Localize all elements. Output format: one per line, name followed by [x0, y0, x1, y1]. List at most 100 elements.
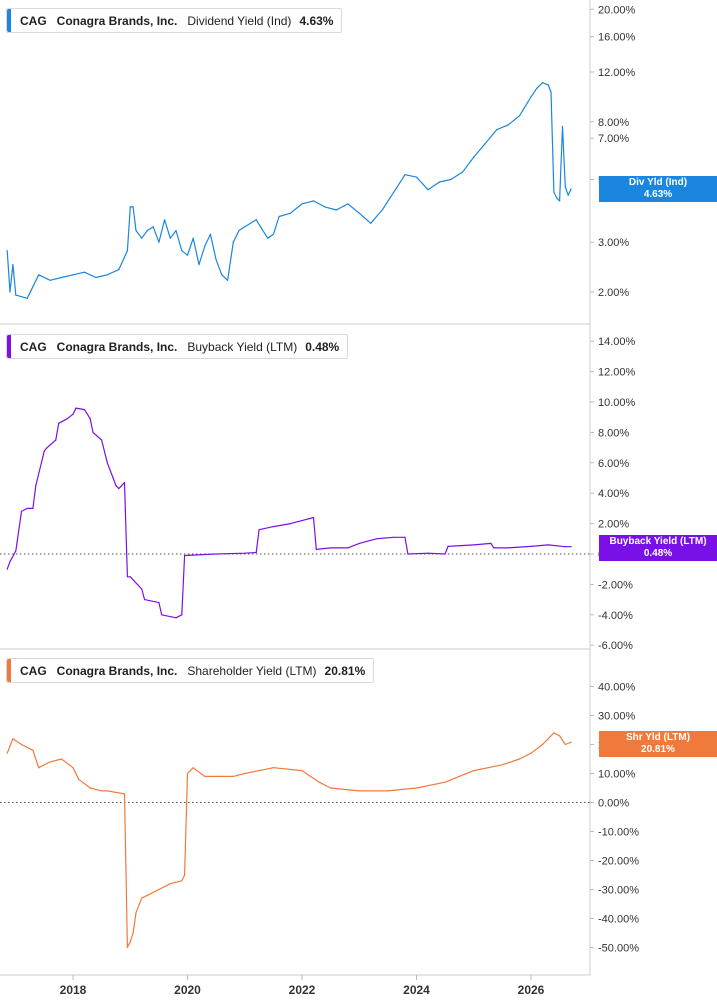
- data-point: [438, 181, 440, 183]
- data-point: [221, 274, 223, 276]
- data-point: [92, 431, 94, 433]
- data-point: [6, 250, 8, 252]
- data-point: [301, 203, 303, 205]
- y-tick-label: 20.00%: [598, 4, 636, 16]
- legend-value: 4.63%: [299, 13, 334, 28]
- y-tick-label: -40.00%: [598, 914, 639, 926]
- data-point: [12, 738, 14, 740]
- data-point: [123, 793, 126, 795]
- tag-value: 0.48%: [643, 548, 673, 559]
- data-point: [518, 758, 521, 760]
- data-point: [46, 447, 48, 449]
- data-point: [541, 82, 544, 84]
- data-point: [158, 888, 160, 891]
- data-point: [493, 547, 495, 549]
- value-tag-buyback-yield: Buyback Yield (LTM) 0.48%: [599, 535, 717, 561]
- data-point: [184, 554, 186, 557]
- value-tag-dividend-yield: Div Yld (Ind) 4.63%: [599, 176, 717, 202]
- data-point: [181, 250, 183, 252]
- data-point: [141, 588, 143, 590]
- data-point: [215, 259, 217, 261]
- data-point: [461, 171, 463, 173]
- data-point: [289, 212, 292, 214]
- data-point: [164, 219, 166, 221]
- data-point: [375, 538, 377, 540]
- legend-company: Conagra Brands, Inc.: [56, 663, 178, 678]
- data-point: [118, 269, 120, 271]
- legend-company: Conagra Brands, Inc.: [56, 13, 178, 28]
- data-point: [141, 897, 143, 899]
- tag-label: Buyback Yield (LTM): [609, 536, 707, 547]
- data-point: [278, 215, 280, 218]
- x-tick-label: 2020: [174, 983, 201, 997]
- data-point: [530, 545, 532, 548]
- data-point: [427, 189, 429, 191]
- data-point: [141, 237, 143, 239]
- legend-ticker: CAG: [20, 339, 47, 354]
- x-tick-label: 2022: [289, 983, 316, 997]
- data-point: [75, 407, 77, 409]
- data-point: [58, 422, 60, 424]
- tag-value: 4.63%: [643, 189, 673, 200]
- data-point: [106, 790, 108, 792]
- value-tag-shareholder-yield: Shr Yld (LTM) 20.81%: [599, 731, 717, 757]
- legend-dividend-yield[interactable]: CAG Conagra Brands, Inc. Dividend Yield …: [6, 8, 343, 33]
- data-point: [118, 488, 120, 490]
- legend-buyback-yield[interactable]: CAG Conagra Brands, Inc. Buyback Yield (…: [6, 334, 349, 359]
- data-point: [49, 761, 51, 763]
- data-point: [547, 544, 549, 546]
- data-point: [15, 294, 17, 296]
- data-point: [564, 743, 566, 746]
- y-tick-label: 10.00%: [598, 769, 636, 781]
- data-point: [347, 203, 349, 205]
- data-point: [101, 790, 103, 792]
- data-point: [232, 775, 234, 778]
- data-point: [198, 264, 200, 266]
- data-point: [387, 790, 389, 792]
- data-point: [324, 206, 326, 208]
- data-point: [570, 546, 572, 548]
- data-point: [427, 552, 429, 554]
- data-point: [272, 767, 274, 769]
- data-point: [530, 752, 532, 754]
- data-point: [204, 775, 206, 778]
- data-point: [158, 602, 160, 604]
- series-line: [6, 407, 572, 619]
- data-point: [272, 526, 274, 528]
- series-color-swatch: [7, 335, 11, 358]
- data-point: [312, 200, 315, 202]
- data-point: [415, 787, 418, 789]
- data-point: [301, 770, 303, 772]
- data-point: [126, 946, 128, 949]
- data-point: [255, 219, 257, 221]
- data-point: [132, 932, 134, 934]
- y-tick-label: 2.00%: [598, 287, 629, 299]
- data-point: [393, 536, 395, 538]
- data-point: [184, 874, 186, 876]
- data-point: [132, 206, 134, 208]
- data-point: [9, 291, 11, 293]
- series-line: [6, 82, 572, 299]
- data-point: [83, 271, 86, 273]
- data-point: [318, 781, 320, 783]
- data-point: [444, 553, 446, 555]
- series-color-swatch: [7, 9, 11, 32]
- y-tick-label: -4.00%: [598, 610, 633, 622]
- data-point: [101, 439, 103, 441]
- data-point: [209, 233, 211, 235]
- data-point: [272, 233, 274, 235]
- y-tick-label: -6.00%: [598, 640, 633, 652]
- data-point: [144, 599, 146, 601]
- data-point: [541, 743, 544, 746]
- data-point: [570, 741, 572, 743]
- data-point: [6, 568, 8, 570]
- series-color-swatch: [7, 659, 11, 682]
- y-tick-label: -50.00%: [598, 943, 639, 955]
- data-point: [95, 276, 97, 279]
- legend-shareholder-yield[interactable]: CAG Conagra Brands, Inc. Shareholder Yie…: [6, 658, 375, 683]
- y-tick-label: 4.00%: [598, 488, 629, 500]
- tag-value: 20.81%: [641, 744, 675, 755]
- y-tick-label: 8.00%: [598, 117, 629, 129]
- data-point: [112, 477, 114, 479]
